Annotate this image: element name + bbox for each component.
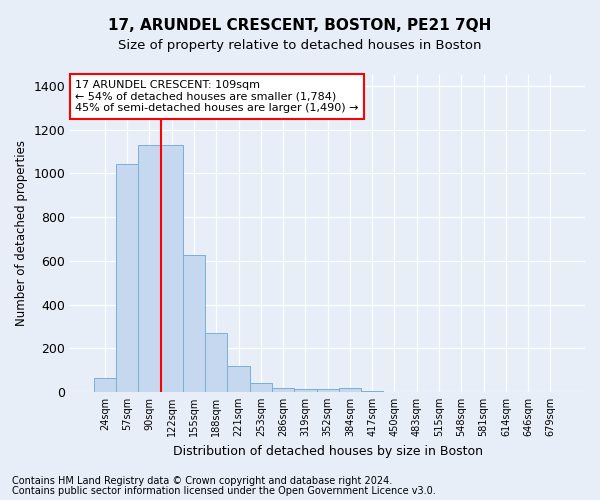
Bar (161, 145, 183, 392)
Bar (227, 366, 250, 392)
Bar (183, 256, 205, 392)
Bar (339, 388, 361, 392)
Y-axis label: Number of detached properties: Number of detached properties (15, 140, 28, 326)
Bar (94, 378, 116, 392)
Bar (317, 388, 339, 392)
X-axis label: Distribution of detached houses by size in Boston: Distribution of detached houses by size … (173, 444, 482, 458)
Bar (205, 333, 227, 392)
Bar (361, 391, 383, 392)
Text: Size of property relative to detached houses in Boston: Size of property relative to detached ho… (118, 39, 482, 52)
Bar (138, 145, 161, 392)
Bar (250, 383, 272, 392)
Bar (294, 388, 317, 392)
Text: 17, ARUNDEL CRESCENT, BOSTON, PE21 7QH: 17, ARUNDEL CRESCENT, BOSTON, PE21 7QH (109, 18, 491, 32)
Text: 17 ARUNDEL CRESCENT: 109sqm
← 54% of detached houses are smaller (1,784)
45% of : 17 ARUNDEL CRESCENT: 109sqm ← 54% of det… (76, 80, 359, 113)
Bar (272, 388, 294, 392)
Text: Contains HM Land Registry data © Crown copyright and database right 2024.: Contains HM Land Registry data © Crown c… (12, 476, 392, 486)
Text: Contains public sector information licensed under the Open Government Licence v3: Contains public sector information licen… (12, 486, 436, 496)
Bar (116, 164, 138, 392)
